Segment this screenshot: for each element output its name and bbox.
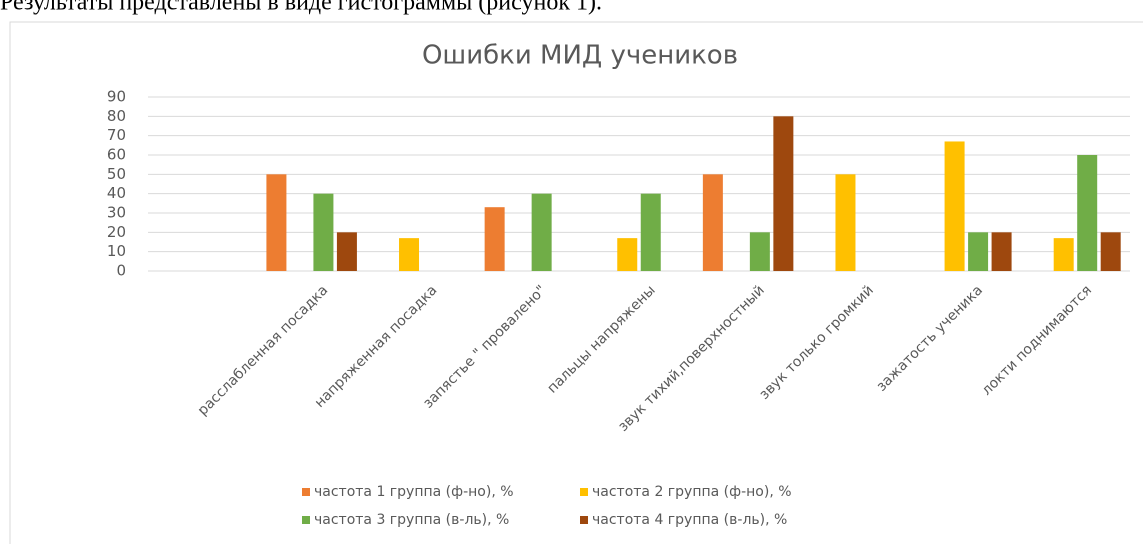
- legend-label: частота 3 группа (в-ль), %: [314, 512, 509, 528]
- x-tick-label: напряженная посадка: [312, 282, 441, 411]
- bar: [313, 193, 334, 271]
- bar: [617, 238, 638, 271]
- x-tick-label: звук только громкий: [756, 282, 876, 402]
- bar: [1100, 232, 1121, 271]
- bar: [702, 174, 723, 271]
- bar: [835, 174, 856, 271]
- bar: [991, 232, 1012, 271]
- y-tick-label: 50: [107, 165, 126, 183]
- legend-label: частота 1 группа (ф-но), %: [314, 484, 514, 500]
- y-tick-label: 0: [116, 262, 126, 280]
- y-tick-label: 80: [107, 107, 126, 125]
- legend-label: частота 4 группа (в-ль), %: [592, 512, 787, 528]
- y-tick-label: 60: [107, 146, 126, 164]
- bar: [266, 174, 287, 271]
- legend-swatch: [302, 516, 310, 524]
- y-tick-label: 10: [107, 242, 126, 260]
- y-tick-label: 90: [107, 88, 126, 106]
- legend-label: частота 2 группа (ф-но), %: [592, 484, 792, 500]
- bar: [968, 232, 989, 271]
- bar: [944, 141, 965, 271]
- legend-swatch: [580, 516, 588, 524]
- legend-swatch: [580, 488, 588, 496]
- y-tick-label: 20: [107, 223, 126, 241]
- bar: [640, 193, 661, 271]
- bar: [773, 116, 794, 271]
- bar: [484, 207, 505, 271]
- y-tick-label: 40: [107, 184, 126, 202]
- legend-swatch: [302, 488, 310, 496]
- bar: [336, 232, 357, 271]
- bar: [1077, 155, 1098, 271]
- x-tick-label: пальцы напряжены: [544, 282, 658, 396]
- caption: Результаты представлены в виде гистограм…: [0, 0, 602, 16]
- x-tick-label: зажатость ученика: [874, 282, 986, 394]
- y-tick-label: 70: [107, 126, 126, 144]
- x-tick-label: локти поднимаются: [979, 282, 1095, 398]
- x-tick-label: расслабленная посадка: [195, 282, 332, 419]
- bar: [749, 232, 770, 271]
- bar: [399, 238, 420, 271]
- chart-border: [9, 21, 1143, 544]
- chart-title: Ошибки МИД учеников: [422, 41, 738, 71]
- bar: [1053, 238, 1074, 271]
- bar: [531, 193, 552, 271]
- y-tick-label: 30: [107, 204, 126, 222]
- x-tick-label: запястье " провалено": [420, 282, 549, 411]
